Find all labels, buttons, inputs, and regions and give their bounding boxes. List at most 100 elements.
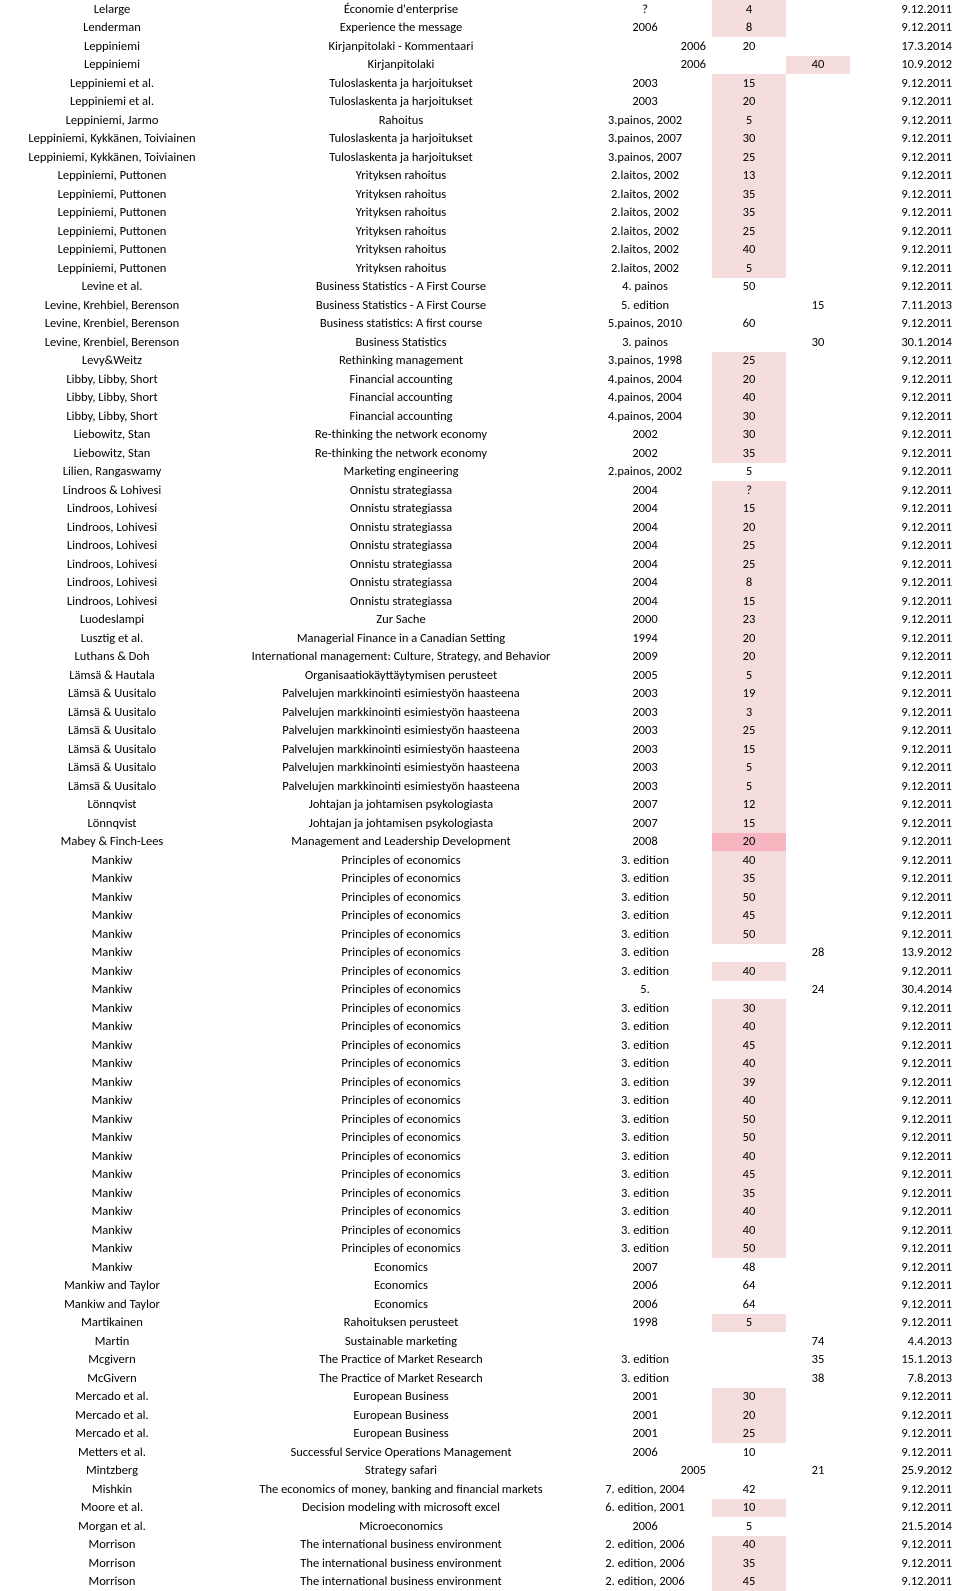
edition-cell: 2003 <box>578 74 712 93</box>
edition-cell: 3. edition <box>578 1073 712 1092</box>
value2-cell <box>786 167 850 186</box>
value2-cell: 24 <box>786 981 850 1000</box>
edition-cell: 2002 <box>578 426 712 445</box>
author-cell: Leppiniemi <box>0 56 224 75</box>
author-cell: Lilien, Rangaswamy <box>0 463 224 482</box>
author-cell: Martin <box>0 1332 224 1351</box>
edition-cell: 3. edition <box>578 907 712 926</box>
value2-cell <box>786 1258 850 1277</box>
date-cell: 9.12.2011 <box>850 833 960 852</box>
author-cell: Liebowitz, Stan <box>0 426 224 445</box>
title-cell: Principles of economics <box>224 1110 578 1129</box>
title-cell: Principles of economics <box>224 870 578 889</box>
title-cell: Onnistu strategiassa <box>224 518 578 537</box>
table-row: Lämsä & UusitaloPalvelujen markkinointi … <box>0 703 960 722</box>
author-cell: Mankiw <box>0 1110 224 1129</box>
value2-cell <box>786 703 850 722</box>
title-cell: The Practice of Market Research <box>224 1369 578 1388</box>
value1-cell: 30 <box>712 999 786 1018</box>
author-cell: Mankiw <box>0 907 224 926</box>
table-row: Metters et al.Successful Service Operati… <box>0 1443 960 1462</box>
value2-cell: 21 <box>786 1462 850 1481</box>
date-cell: 9.12.2011 <box>850 278 960 297</box>
edition-cell: 3. edition <box>578 1147 712 1166</box>
author-cell: Lindroos, Lohivesi <box>0 592 224 611</box>
value1-cell: 35 <box>712 444 786 463</box>
table-row: Lämsä & HautalaOrganisaatiokäyttäytymise… <box>0 666 960 685</box>
edition-cell: 5. edition <box>578 296 712 315</box>
title-cell: Economics <box>224 1277 578 1296</box>
author-cell: Leppiniemi, Puttonen <box>0 167 224 186</box>
value2-cell <box>786 130 850 149</box>
edition-cell: 3. edition <box>578 1184 712 1203</box>
value2-cell <box>786 870 850 889</box>
table-row: Levine, Krehbiel, BerensonBusiness Stati… <box>0 296 960 315</box>
value1-cell: 5 <box>712 111 786 130</box>
value2-cell <box>786 315 850 334</box>
title-cell: Onnistu strategiassa <box>224 555 578 574</box>
edition-cell: 4.painos, 2004 <box>578 407 712 426</box>
author-cell: Martikainen <box>0 1314 224 1333</box>
table-row: Lämsä & UusitaloPalvelujen markkinointi … <box>0 759 960 778</box>
title-cell: Principles of economics <box>224 1018 578 1037</box>
value2-cell <box>786 1129 850 1148</box>
title-cell: Principles of economics <box>224 851 578 870</box>
author-cell: Mankiw <box>0 925 224 944</box>
date-cell: 9.12.2011 <box>850 555 960 574</box>
author-cell: Mabey & Finch-Lees <box>0 833 224 852</box>
value1-cell: 15 <box>712 740 786 759</box>
date-cell: 9.12.2011 <box>850 370 960 389</box>
value1-cell: 64 <box>712 1277 786 1296</box>
value2-cell: 15 <box>786 296 850 315</box>
date-cell: 9.12.2011 <box>850 1184 960 1203</box>
value2-cell <box>786 1073 850 1092</box>
table-row: Libby, Libby, ShortFinancial accounting4… <box>0 370 960 389</box>
edition-cell: 3. edition <box>578 944 712 963</box>
value1-cell: 20 <box>712 648 786 667</box>
edition-cell: 3. edition <box>578 1203 712 1222</box>
date-cell: 9.12.2011 <box>850 925 960 944</box>
table-row: MankiwPrinciples of economics3. edition5… <box>0 1240 960 1259</box>
value1-cell: 40 <box>712 1221 786 1240</box>
title-cell: Palvelujen markkinointi esimiestyön haas… <box>224 703 578 722</box>
value1-cell: 5 <box>712 777 786 796</box>
edition-cell: 2006 <box>578 56 712 75</box>
value1-cell: 20 <box>712 518 786 537</box>
edition-cell: 2.painos, 2002 <box>578 463 712 482</box>
author-cell: Moore et al. <box>0 1499 224 1518</box>
table-row: MankiwPrinciples of economics3. edition4… <box>0 1221 960 1240</box>
value2-cell <box>786 1480 850 1499</box>
value1-cell <box>712 1369 786 1388</box>
table-row: Lämsä & UusitaloPalvelujen markkinointi … <box>0 722 960 741</box>
title-cell: Principles of economics <box>224 1147 578 1166</box>
value2-cell <box>786 574 850 593</box>
edition-cell: 2004 <box>578 592 712 611</box>
value1-cell: 25 <box>712 222 786 241</box>
table-row: MankiwPrinciples of economics3. edition5… <box>0 1110 960 1129</box>
author-cell: Lönnqvist <box>0 796 224 815</box>
edition-cell: 2.laitos, 2002 <box>578 185 712 204</box>
table-row: MankiwPrinciples of economics3. edition4… <box>0 1147 960 1166</box>
edition-cell: 2003 <box>578 759 712 778</box>
edition-cell: 2004 <box>578 555 712 574</box>
author-cell: Leppiniemi, Kykkänen, Toiviainen <box>0 148 224 167</box>
date-cell: 9.12.2011 <box>850 444 960 463</box>
edition-cell: 2006 <box>578 1443 712 1462</box>
value1-cell: 20 <box>712 370 786 389</box>
author-cell: Mankiw <box>0 1166 224 1185</box>
table-row: Lindroos, LohivesiOnnistu strategiassa20… <box>0 592 960 611</box>
date-cell: 9.12.2011 <box>850 1166 960 1185</box>
value2-cell <box>786 1554 850 1573</box>
edition-cell: 1998 <box>578 1314 712 1333</box>
author-cell: Libby, Libby, Short <box>0 370 224 389</box>
value1-cell: 40 <box>712 851 786 870</box>
table-row: MankiwPrinciples of economics3. edition3… <box>0 1073 960 1092</box>
value1-cell: 19 <box>712 685 786 704</box>
edition-cell: 2.laitos, 2002 <box>578 259 712 278</box>
title-cell: The Practice of Market Research <box>224 1351 578 1370</box>
value2-cell <box>786 1166 850 1185</box>
value2-cell <box>786 833 850 852</box>
table-row: Libby, Libby, ShortFinancial accounting4… <box>0 407 960 426</box>
date-cell: 9.12.2011 <box>850 722 960 741</box>
table-row: Levine et al.Business Statistics - A Fir… <box>0 278 960 297</box>
